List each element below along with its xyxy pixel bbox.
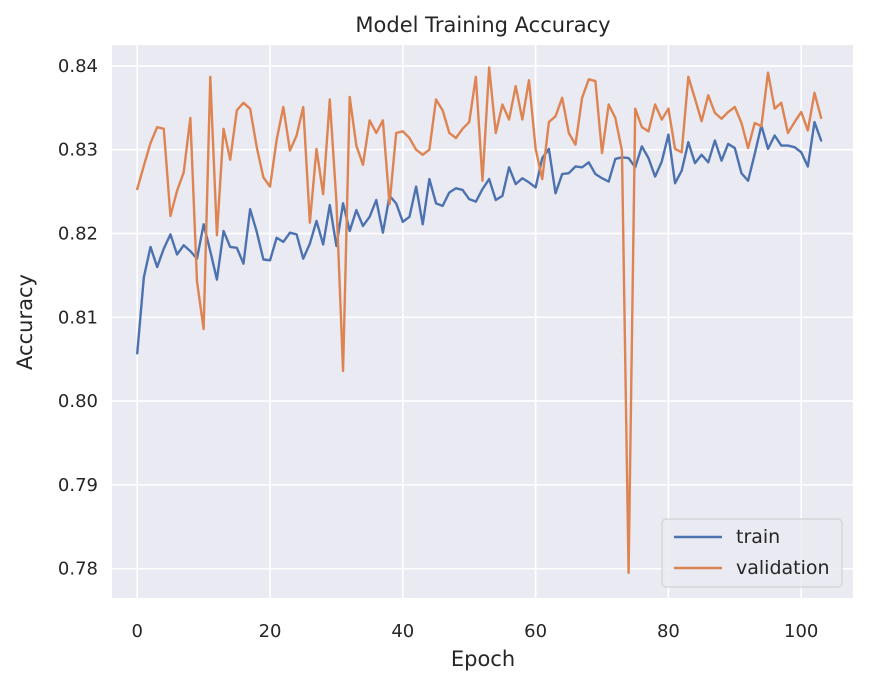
y-tick-label: 0.84 — [58, 56, 98, 77]
x-axis-label: Epoch — [451, 647, 515, 671]
y-tick-label: 0.78 — [58, 559, 98, 580]
grid-lines — [112, 45, 853, 598]
plot-background — [112, 45, 853, 598]
legend-label-train: train — [736, 526, 780, 548]
x-tick-label: 0 — [132, 621, 143, 642]
x-tick-labels: 0 20 40 60 80 100 — [132, 621, 819, 642]
x-tick-label: 80 — [657, 621, 680, 642]
y-tick-label: 0.79 — [58, 475, 98, 496]
y-tick-label: 0.81 — [58, 307, 98, 328]
y-tick-labels: 0.78 0.79 0.80 0.81 0.82 0.83 0.84 — [58, 56, 98, 580]
series-lines — [136, 66, 823, 575]
series-line-validation — [136, 66, 823, 575]
x-tick-label: 100 — [784, 621, 818, 642]
x-tick-label: 20 — [259, 621, 282, 642]
y-tick-label: 0.82 — [58, 224, 98, 245]
x-tick-label: 60 — [524, 621, 547, 642]
series-line-train — [136, 120, 823, 355]
x-tick-label: 40 — [391, 621, 414, 642]
y-tick-label: 0.80 — [58, 391, 98, 412]
y-axis-label: Accuracy — [13, 274, 37, 370]
chart-title: Model Training Accuracy — [355, 13, 610, 37]
legend: train validation — [661, 518, 843, 588]
y-tick-label: 0.83 — [58, 140, 98, 161]
legend-label-validation: validation — [736, 557, 830, 579]
